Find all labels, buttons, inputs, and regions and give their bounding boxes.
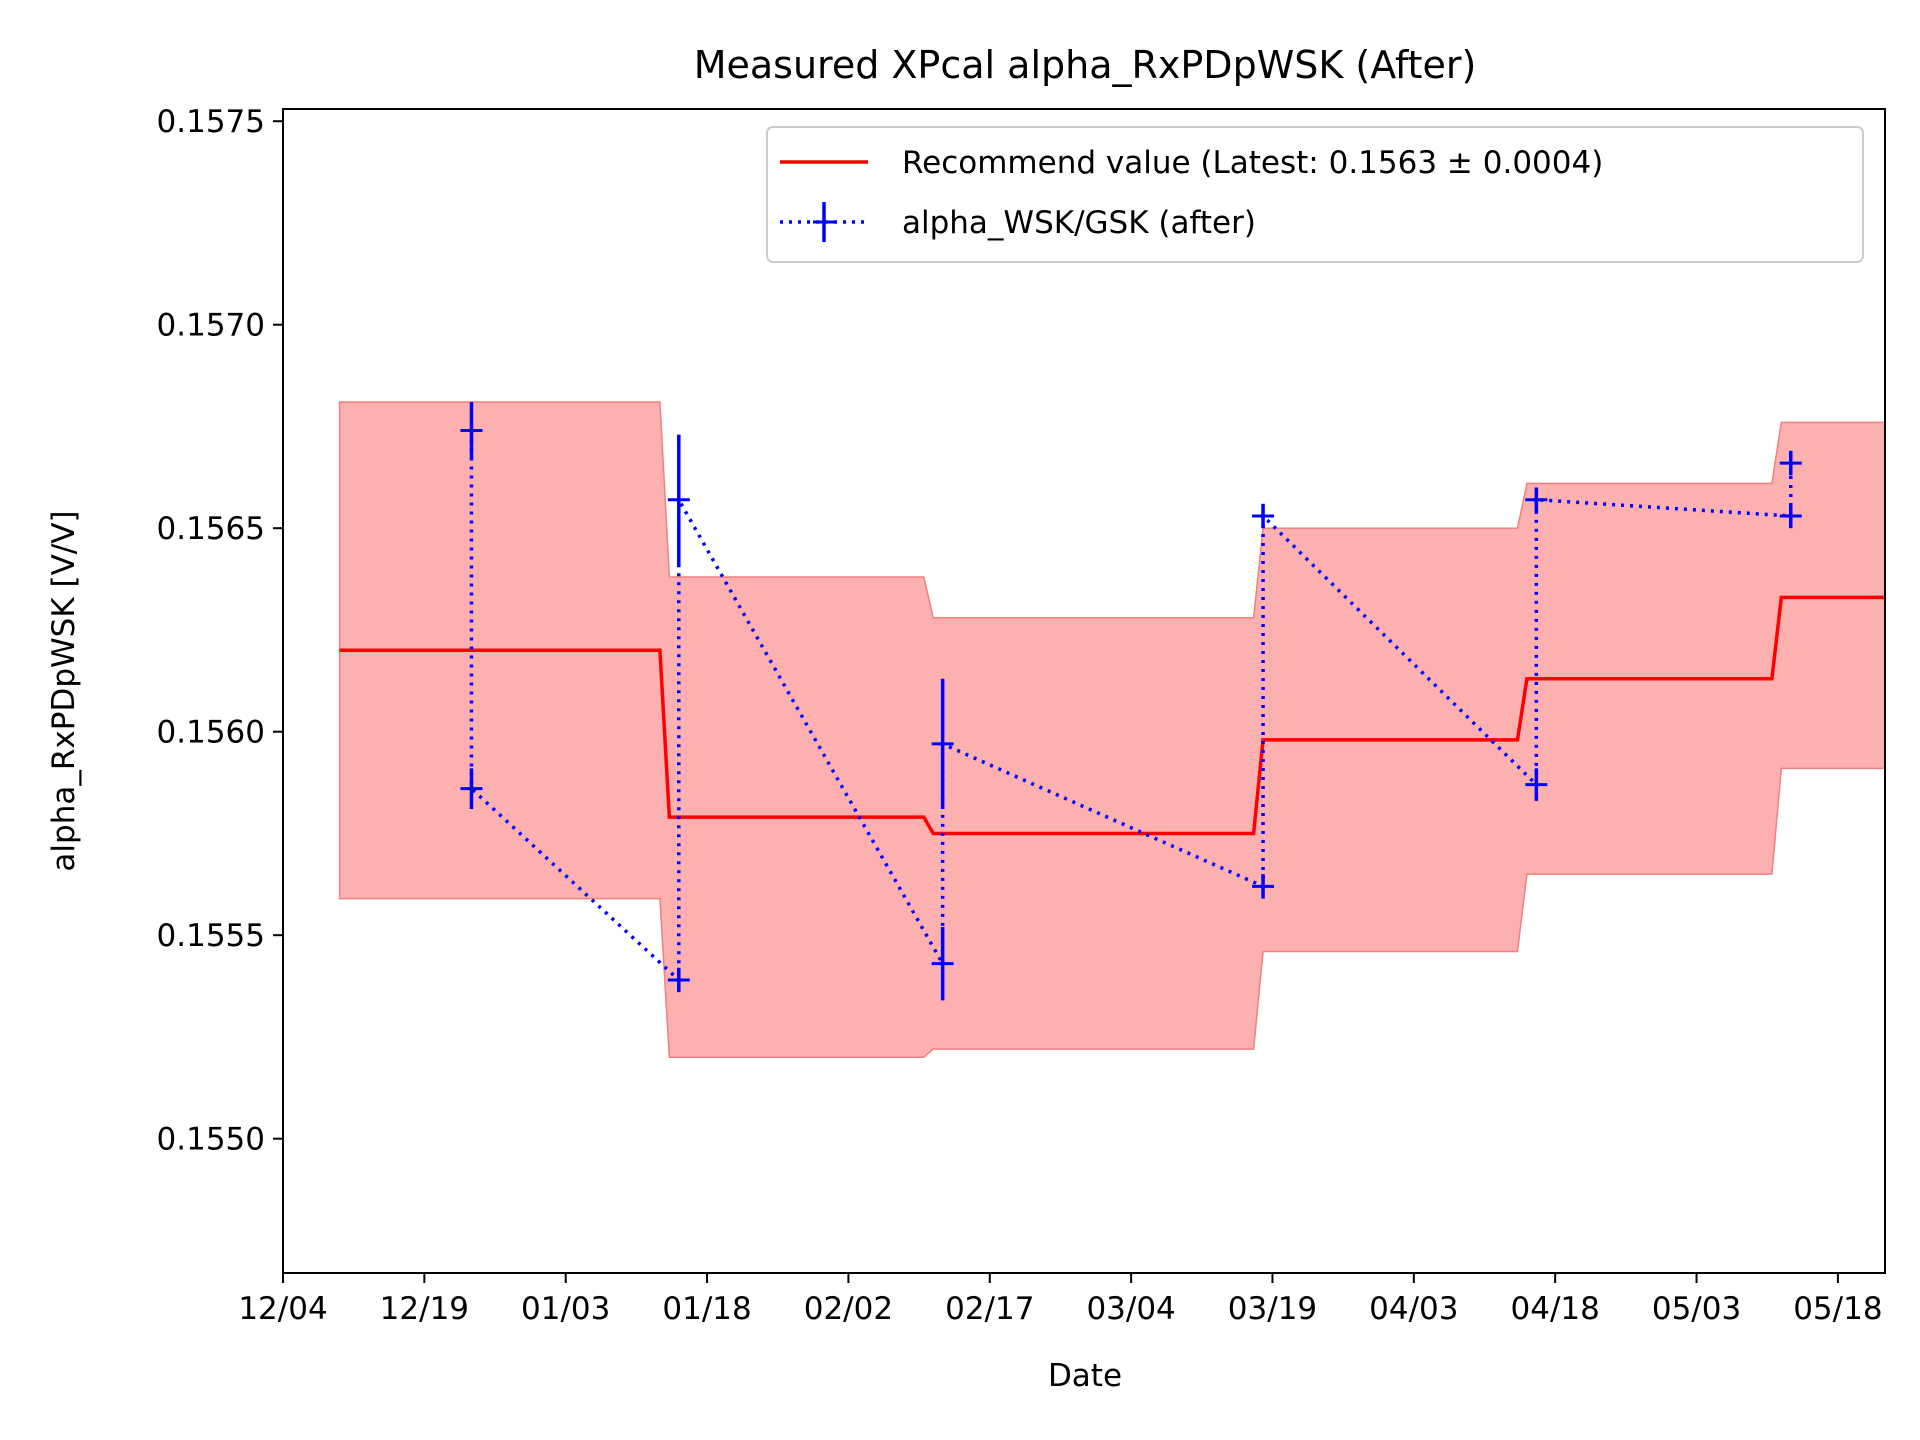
x-tick-label: 12/19 (380, 1291, 469, 1327)
y-axis-label: alpha_RxPDpWSK [V/V] (46, 510, 82, 871)
legend-box (766, 126, 1864, 263)
x-axis: 12/04 12/19 01/03 01/18 02/02 02/17 03/04 03/19… (238, 1273, 1883, 1327)
y-tick-label: 0.1555 (157, 918, 265, 954)
legend-measured-label: alpha_WSK/GSK (after) (902, 205, 1256, 241)
x-tick-label: 03/04 (1086, 1291, 1175, 1327)
uncertainty-band (338, 401, 1886, 1059)
plot-frame (282, 108, 1886, 1274)
x-tick-label: 05/18 (1793, 1291, 1882, 1327)
plot-area (338, 401, 1886, 1059)
x-tick-label: 02/02 (804, 1291, 893, 1327)
x-tick-label: 12/04 (238, 1291, 327, 1327)
recommend-value-line (339, 595, 1885, 836)
y-tick-label: 0.1570 (157, 308, 265, 344)
y-axis: 0.1550 0.1555 0.1560 0.1565 0.1570 0.1575 (157, 104, 283, 1158)
x-tick-label: 05/03 (1652, 1291, 1741, 1327)
y-tick-label: 0.1560 (157, 715, 265, 751)
x-tick-label: 01/03 (521, 1291, 610, 1327)
legend: Recommend value (Latest: 0.1563 ± 0.0004… (766, 126, 1864, 263)
measured-series-line (469, 430, 1793, 984)
y-tick-label: 0.1565 (157, 511, 265, 547)
y-tick-label: 0.1575 (157, 104, 265, 140)
x-tick-label: 01/18 (662, 1291, 751, 1327)
x-tick-label: 03/19 (1228, 1291, 1317, 1327)
x-tick-label: 04/18 (1511, 1291, 1600, 1327)
y-tick-label: 0.1550 (157, 1122, 265, 1158)
x-tick-label: 02/17 (945, 1291, 1034, 1327)
chart-title: Measured XPcal alpha_RxPDpWSK (After) (694, 43, 1477, 87)
x-axis-label: Date (1048, 1358, 1122, 1394)
legend-recommend-label: Recommend value (Latest: 0.1563 ± 0.0004… (902, 145, 1603, 181)
x-tick-label: 04/03 (1369, 1291, 1458, 1327)
